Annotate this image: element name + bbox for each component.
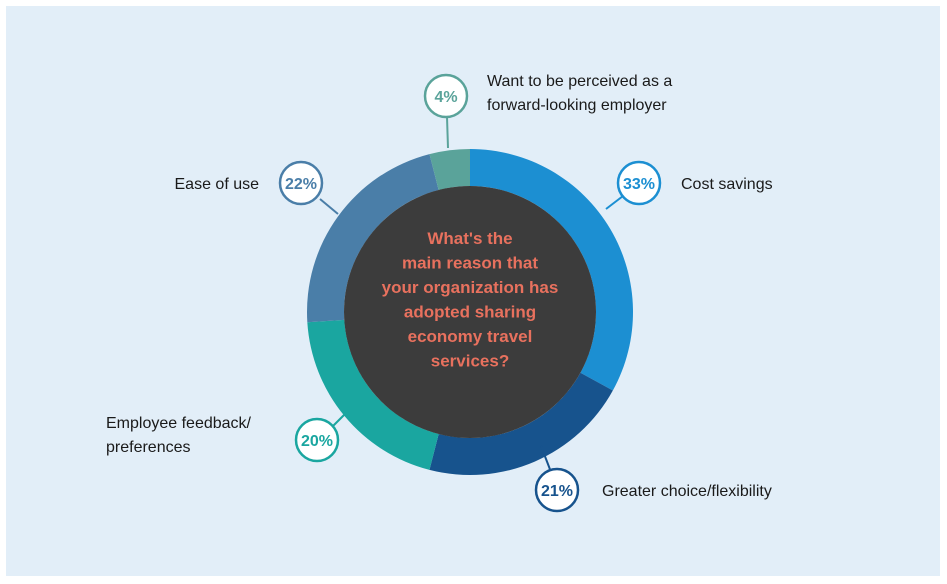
value-label: 20% xyxy=(301,433,333,450)
category-label: Greater choice/flexibility xyxy=(602,483,772,500)
donut-slice-greater-choice-flexibility xyxy=(429,372,613,475)
callout-3: 22% Ease of use xyxy=(175,160,339,215)
callouts: 33% Cost savings 21% Greater choice/flexibi… xyxy=(106,73,773,513)
leader-line xyxy=(540,445,552,473)
value-label: 21% xyxy=(541,483,573,500)
value-bubble xyxy=(534,467,580,513)
value-bubble xyxy=(423,73,469,119)
category-label: Cost savings xyxy=(681,176,773,193)
value-bubble xyxy=(294,417,340,463)
donut-segments xyxy=(307,149,634,475)
leader-line xyxy=(446,116,449,149)
donut-slice-cost-savings xyxy=(470,149,634,391)
center-question: What's the main reason that your organizat… xyxy=(382,229,559,371)
value-label: 4% xyxy=(434,89,457,106)
chart-panel: What's the main reason that your organizat… xyxy=(6,6,940,576)
category-label: Employee feedback/preferences xyxy=(106,415,252,456)
donut-slice-want-to-be-perceived-as-a-forward-looking-employer xyxy=(429,149,470,190)
center-disc xyxy=(344,186,596,438)
value-label: 22% xyxy=(285,176,317,193)
callout-0: 33% Cost savings xyxy=(605,160,773,210)
donut-slice-ease-of-use xyxy=(307,154,439,323)
donut-chart: What's the main reason that your organizat… xyxy=(106,73,773,513)
value-bubble xyxy=(616,160,662,206)
leader-line xyxy=(319,198,339,215)
category-label: Ease of use xyxy=(175,176,260,193)
value-label: 33% xyxy=(623,176,655,193)
callout-2: 20% Employee feedback/preferences xyxy=(106,409,350,463)
leader-line xyxy=(332,409,350,427)
leader-line xyxy=(605,195,624,210)
callout-1: 21% Greater choice/flexibility xyxy=(534,445,772,513)
value-bubble xyxy=(278,160,324,206)
callout-4: 4% Want to be perceived as a forward-looki… xyxy=(423,73,672,149)
category-label: Want to be perceived as a forward-looking… xyxy=(487,73,672,114)
donut-slice-employee-feedback-preferences xyxy=(307,319,439,470)
